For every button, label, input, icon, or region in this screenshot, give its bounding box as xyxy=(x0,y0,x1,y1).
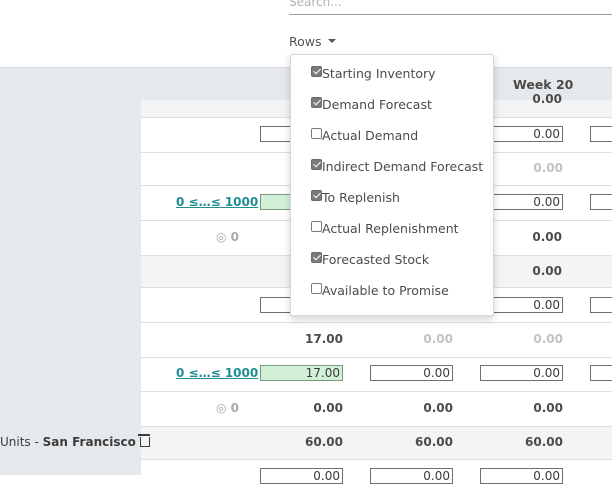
row-option-actual-replenishment[interactable]: Actual Replenishment xyxy=(311,220,459,238)
row-option-indirect-demand-forecast[interactable]: Indirect Demand Forecast xyxy=(311,158,483,176)
search-input[interactable] xyxy=(289,0,589,12)
row-option-demand-forecast[interactable]: Demand Forecast xyxy=(311,96,432,114)
row-option-starting-inventory[interactable]: Starting Inventory xyxy=(311,65,436,83)
trash-icon[interactable] xyxy=(137,434,150,447)
cell-input[interactable] xyxy=(480,468,563,484)
row-labels-panel xyxy=(0,100,141,475)
section-row xyxy=(141,426,612,459)
cell-value: 60.00 xyxy=(525,435,563,449)
rows-dropdown-menu: Starting Inventory Demand Forecast Actua… xyxy=(290,54,494,316)
cell-input[interactable] xyxy=(480,365,563,381)
cell-value: 0.00 xyxy=(533,401,563,415)
cell-input[interactable] xyxy=(480,297,563,313)
cell-value: 0.00 xyxy=(533,161,563,175)
range-link[interactable]: 0 ≤…≤ 1000 xyxy=(176,366,259,380)
checkbox[interactable] xyxy=(311,221,322,232)
checkbox[interactable] xyxy=(311,128,322,139)
checkbox[interactable] xyxy=(311,159,322,170)
checkbox[interactable] xyxy=(311,190,322,201)
checkbox[interactable] xyxy=(311,252,322,263)
rows-label: Rows xyxy=(289,34,322,49)
cell-input[interactable] xyxy=(590,194,612,210)
cell-input[interactable] xyxy=(480,194,563,210)
range-link[interactable]: 0 ≤…≤ 1000 xyxy=(176,195,259,209)
available-zero: ◎ 0 xyxy=(216,401,240,415)
cell-value: 17.00 xyxy=(305,332,343,346)
target-icon: ◎ xyxy=(216,401,227,415)
cell-input[interactable] xyxy=(590,297,612,313)
product-location-label: Units - San Francisco xyxy=(0,434,150,449)
cell-value: 0.00 xyxy=(423,332,453,346)
cell-value: 0.00 xyxy=(532,92,562,106)
cell-value: 60.00 xyxy=(415,435,453,449)
week-header: Week 20 xyxy=(513,77,574,92)
rows-dropdown-toggle[interactable]: Rows xyxy=(289,34,336,49)
checkbox[interactable] xyxy=(311,97,322,108)
row-option-actual-demand[interactable]: Actual Demand xyxy=(311,127,418,145)
available-zero: ◎ 0 xyxy=(216,230,240,244)
cell-input[interactable] xyxy=(370,365,453,381)
caret-down-icon xyxy=(327,38,336,43)
search-underline xyxy=(289,14,612,15)
replenish-input[interactable] xyxy=(260,365,343,381)
cell-input[interactable] xyxy=(370,468,453,484)
checkbox[interactable] xyxy=(311,66,322,77)
cell-input[interactable] xyxy=(260,468,343,484)
row-option-forecasted-stock[interactable]: Forecasted Stock xyxy=(311,251,429,269)
row-option-available-to-promise[interactable]: Available to Promise xyxy=(311,282,449,300)
cell-value: 0.00 xyxy=(532,230,562,244)
cell-input[interactable] xyxy=(590,126,612,142)
cell-value: 0.00 xyxy=(313,401,343,415)
row-option-to-replenish[interactable]: To Replenish xyxy=(311,189,400,207)
target-icon: ◎ xyxy=(216,230,227,244)
cell-value: 60.00 xyxy=(305,435,343,449)
cell-value: 0.00 xyxy=(532,264,562,278)
cell-input[interactable] xyxy=(590,365,612,381)
replenish-range[interactable]: 0 ≤…≤ 1000 xyxy=(176,366,258,380)
checkbox[interactable] xyxy=(311,283,322,294)
cell-value: 0.00 xyxy=(423,401,453,415)
cell-value: 0.00 xyxy=(533,332,563,346)
replenish-range[interactable]: 0 ≤…≤ 1000 xyxy=(176,195,258,209)
